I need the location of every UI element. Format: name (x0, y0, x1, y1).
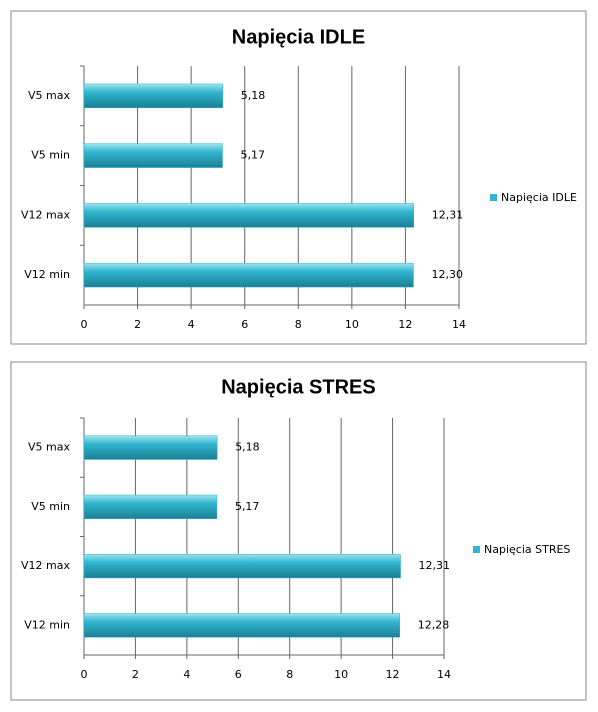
legend-label: Napięcia STRES (484, 543, 570, 556)
chart-title: Napięcia IDLE (232, 26, 365, 48)
value-label: 12,28 (418, 618, 450, 631)
y-tick-label: V12 max (21, 208, 70, 221)
legend-swatch (490, 194, 497, 201)
legend-swatch (473, 546, 480, 553)
bar (83, 435, 218, 460)
value-label: 12,30 (431, 268, 463, 281)
y-tick-label: V12 max (21, 559, 70, 572)
x-tick-label: 2 (132, 668, 139, 681)
x-tick-label: 0 (81, 318, 88, 331)
value-label: 5,17 (240, 149, 265, 162)
x-tick-label: 6 (235, 668, 242, 681)
bar (83, 613, 401, 638)
y-tick-label: V5 min (31, 500, 70, 513)
bar (83, 143, 223, 168)
x-tick-label: 12 (398, 318, 412, 331)
bar (83, 494, 218, 519)
x-tick-label: 14 (452, 318, 466, 331)
y-tick-label: V5 max (28, 441, 70, 454)
x-tick-label: 10 (345, 318, 359, 331)
x-tick-label: 4 (188, 318, 195, 331)
x-tick-label: 12 (386, 668, 400, 681)
x-tick-label: 14 (437, 668, 451, 681)
x-tick-label: 2 (134, 318, 141, 331)
x-tick-label: 6 (241, 318, 248, 331)
value-label: 12,31 (419, 559, 451, 572)
x-tick-label: 0 (81, 668, 88, 681)
legend-label: Napięcia IDLE (501, 191, 577, 204)
x-tick-label: 4 (183, 668, 190, 681)
y-tick-label: V12 min (24, 618, 70, 631)
bar (83, 554, 401, 579)
bar (83, 262, 414, 288)
bar (83, 203, 414, 228)
x-tick-label: 10 (334, 668, 348, 681)
bar (83, 83, 223, 109)
y-tick-label: V5 max (28, 89, 70, 102)
chart-frame (10, 361, 587, 701)
y-tick-label: V5 min (31, 149, 70, 162)
value-label: 12,31 (432, 208, 464, 221)
chart-title: Napięcia STRES (221, 376, 376, 398)
y-tick-label: V12 min (24, 268, 70, 281)
value-label: 5,18 (235, 441, 260, 454)
x-tick-label: 8 (295, 318, 302, 331)
x-tick-label: 8 (286, 668, 293, 681)
value-label: 5,18 (241, 89, 266, 102)
value-label: 5,17 (235, 500, 260, 513)
